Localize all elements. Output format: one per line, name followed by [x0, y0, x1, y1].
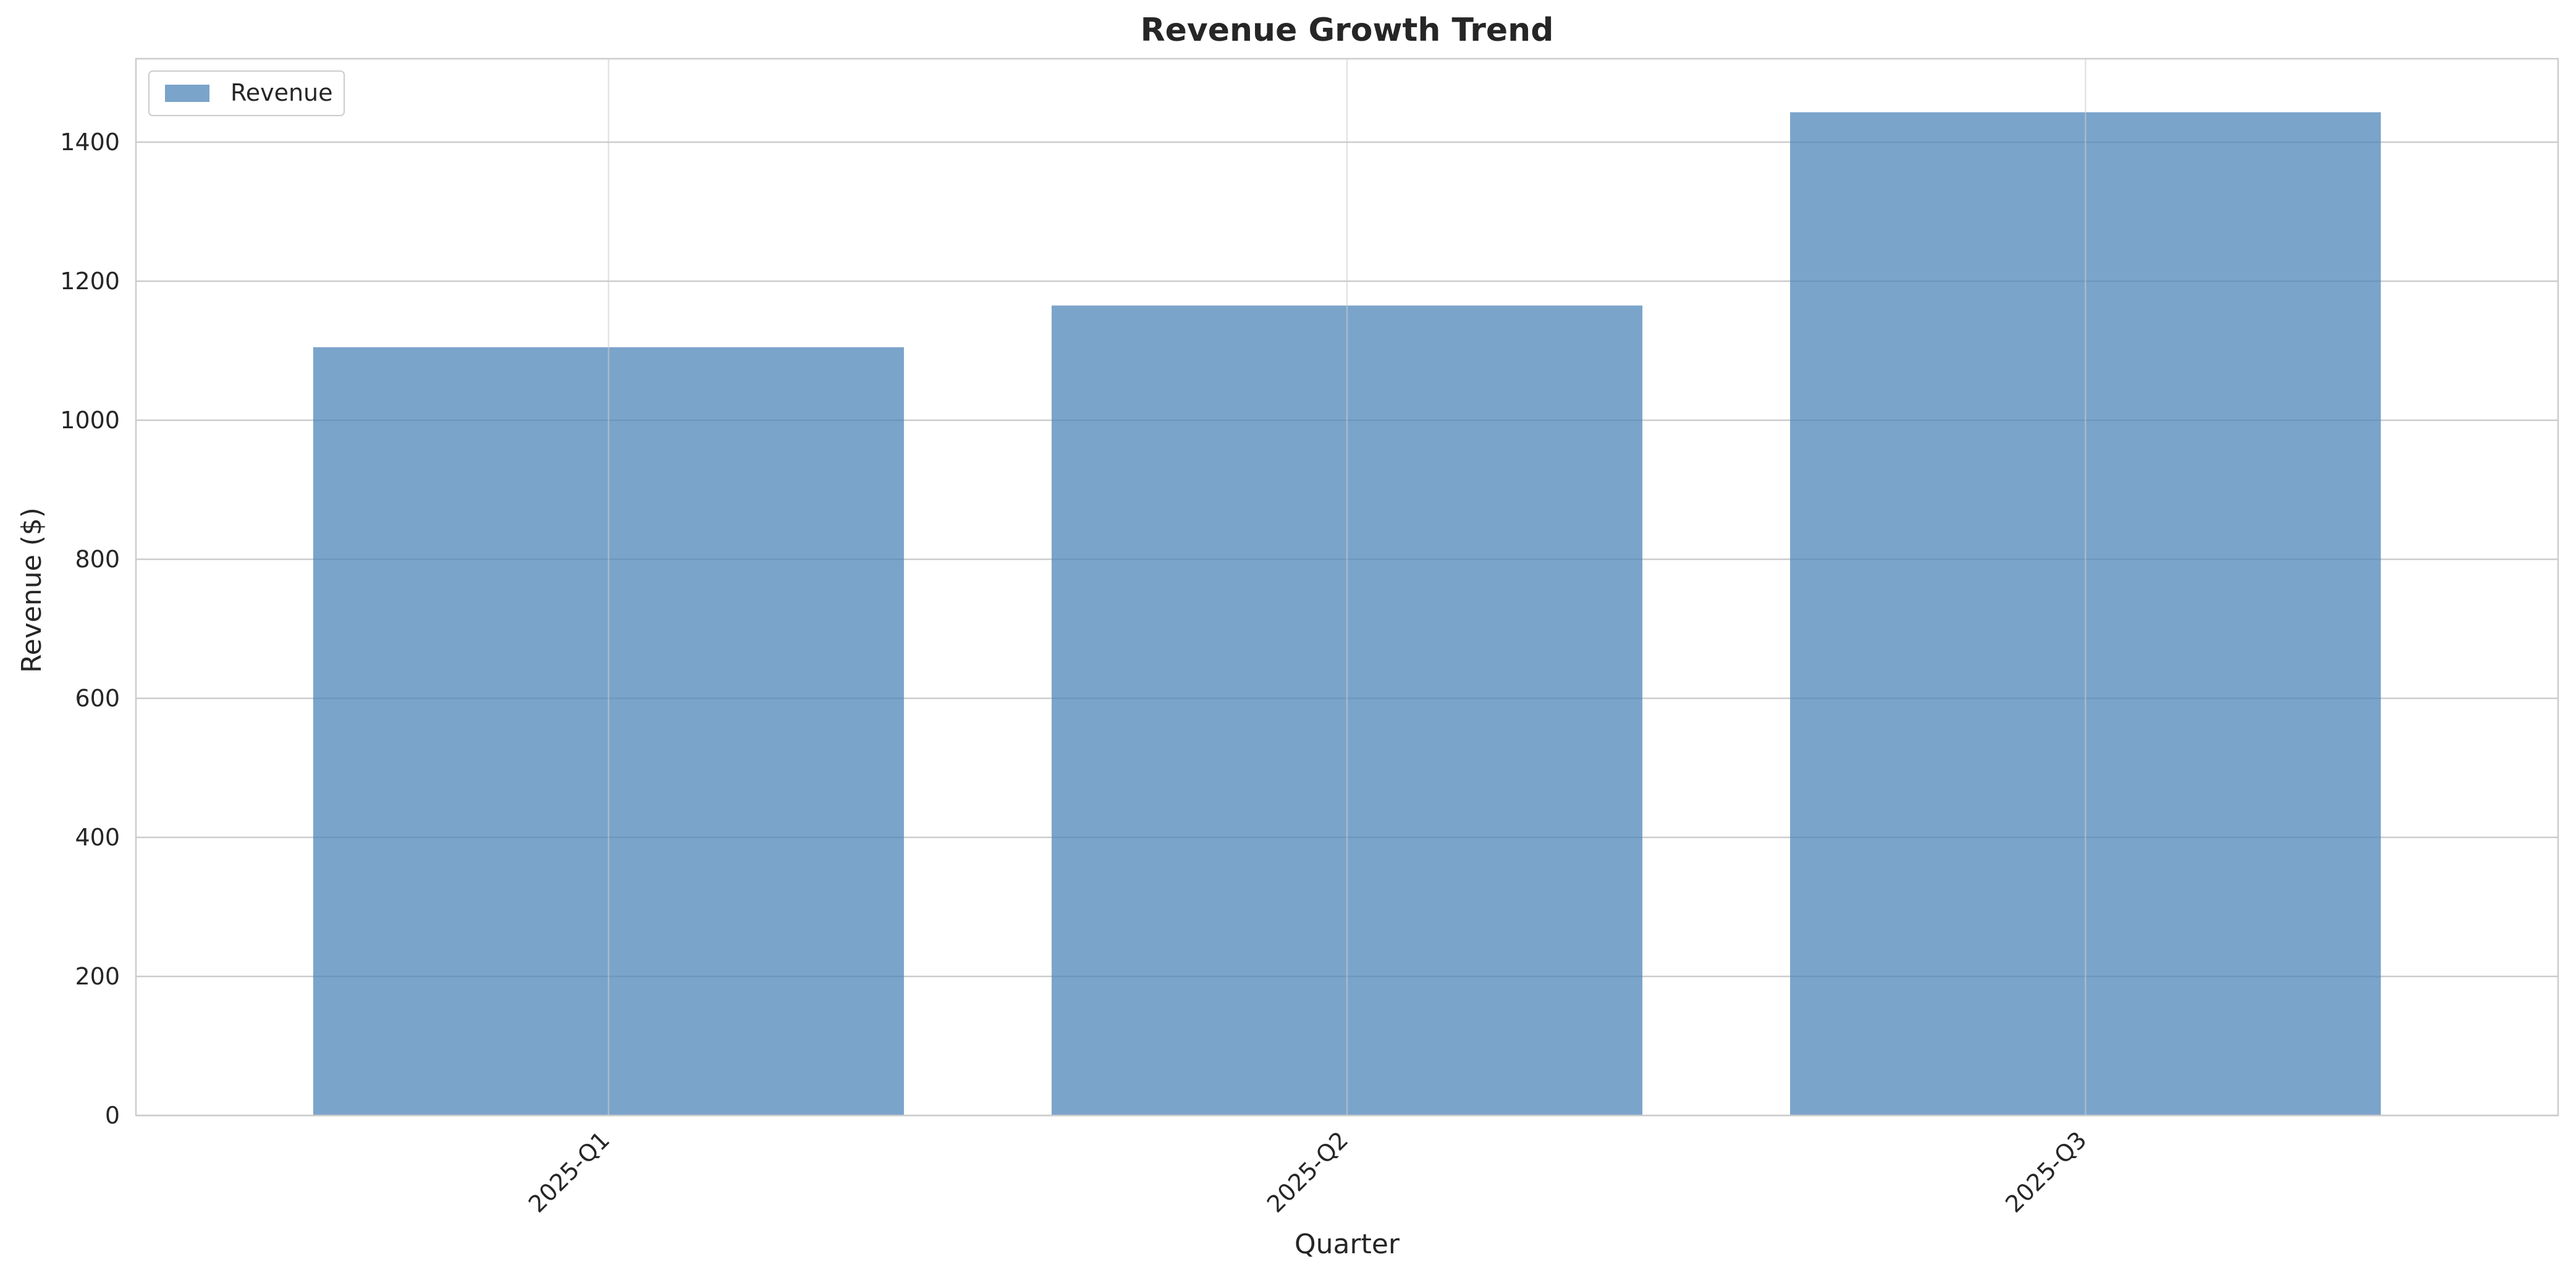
y-tick-label: 1400: [60, 129, 120, 156]
legend-swatch: [165, 85, 209, 102]
chart-title: Revenue Growth Trend: [1141, 12, 1554, 49]
vertical-grid-lines: [607, 59, 2087, 1115]
y-axis-label: Revenue ($): [16, 507, 48, 673]
x-axis-label: Quarter: [1294, 1229, 1400, 1260]
axes-frame: [135, 57, 2559, 1117]
y-tick-label: 0: [105, 1102, 120, 1129]
y-tick-label: 400: [75, 824, 120, 851]
y-tick-label: 200: [75, 963, 120, 990]
y-tick-label: 800: [75, 546, 120, 573]
y-tick-label: 1000: [60, 407, 120, 434]
y-tick-label: 1200: [60, 268, 120, 295]
y-tick-labels: 0 200 400 600 800 1000 1200 1400: [60, 129, 120, 1129]
plot-frame: [135, 57, 2559, 1117]
y-tick-label: 600: [75, 685, 120, 712]
legend: Revenue: [148, 70, 345, 116]
legend-label-revenue: Revenue: [230, 79, 333, 106]
legend-box: [148, 70, 345, 116]
